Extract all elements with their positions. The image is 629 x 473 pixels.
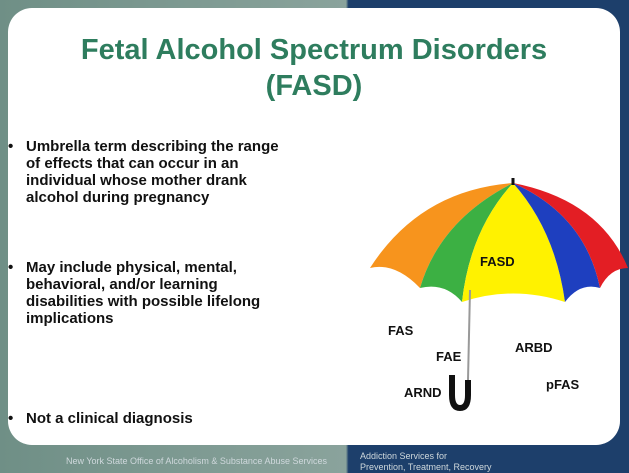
umbrella-label: FAS	[388, 323, 414, 338]
umbrella-label: FAE	[436, 349, 462, 364]
footer-left: New York State Office of Alcoholism & Su…	[66, 456, 327, 466]
umbrella-label: pFAS	[546, 377, 580, 392]
slide: Fetal Alcohol Spectrum Disorders (FASD) …	[0, 0, 629, 473]
umbrella: FASD FAS FAE ARBD ARND pFAS	[0, 0, 629, 473]
shaft	[468, 290, 470, 380]
handle	[452, 375, 468, 408]
umbrella-label: FASD	[480, 254, 515, 269]
footer-right-line: Addiction Services for	[360, 451, 447, 461]
footer-right-line: Prevention, Treatment, Recovery	[360, 462, 492, 472]
umbrella-label: ARBD	[515, 340, 553, 355]
umbrella-label: ARND	[404, 385, 442, 400]
